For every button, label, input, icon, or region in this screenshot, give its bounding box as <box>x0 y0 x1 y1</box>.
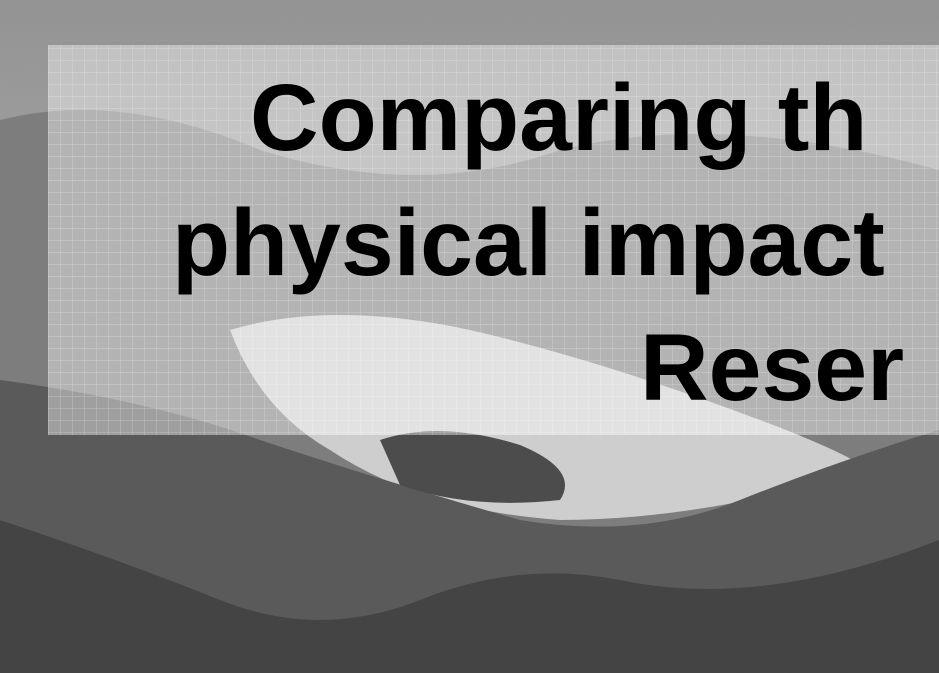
title-line: Reser <box>640 315 904 421</box>
page: Comparing th physical impact Reser (() =… <box>0 0 939 673</box>
title-line: physical impact <box>172 190 885 296</box>
title-line: Comparing th <box>250 65 867 171</box>
slide: Comparing th physical impact Reser <box>0 0 939 673</box>
